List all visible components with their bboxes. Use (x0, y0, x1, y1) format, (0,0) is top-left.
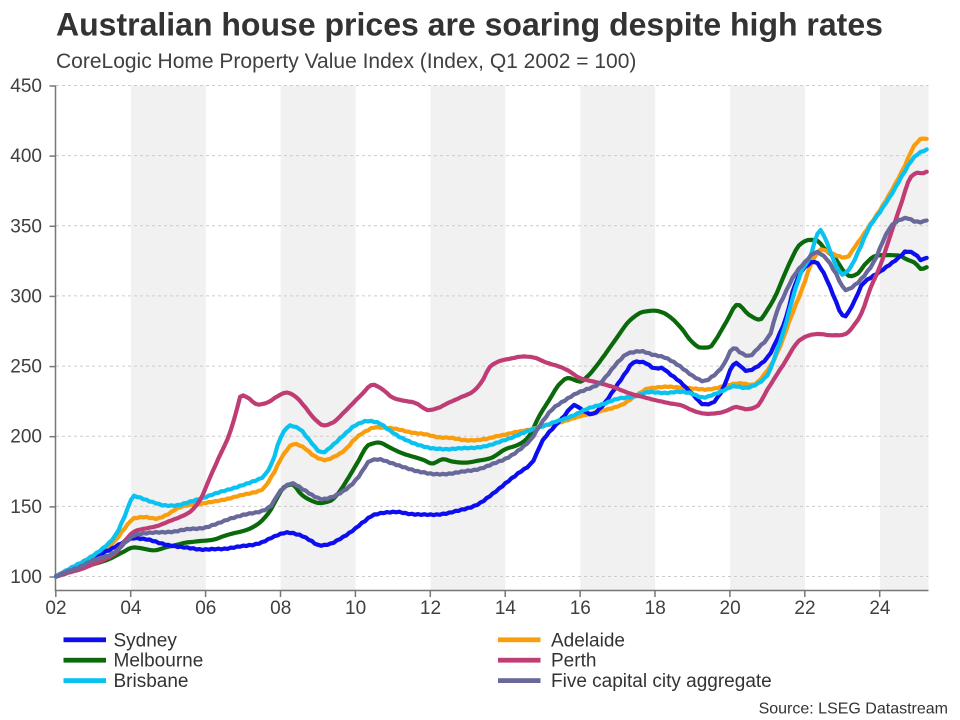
svg-text:16: 16 (570, 598, 591, 619)
svg-text:200: 200 (10, 427, 42, 448)
svg-text:350: 350 (10, 216, 42, 237)
svg-text:Sydney: Sydney (114, 630, 178, 651)
svg-text:24: 24 (869, 598, 891, 619)
svg-text:150: 150 (10, 497, 42, 518)
svg-text:Adelaide: Adelaide (551, 630, 625, 651)
svg-text:Five capital city aggregate: Five capital city aggregate (551, 671, 772, 692)
svg-text:02: 02 (45, 598, 66, 619)
svg-text:04: 04 (120, 598, 142, 619)
svg-text:400: 400 (10, 146, 42, 167)
svg-text:Australian house prices are so: Australian house prices are soaring desp… (56, 7, 883, 43)
svg-text:10: 10 (345, 598, 366, 619)
svg-text:300: 300 (10, 286, 42, 307)
svg-text:08: 08 (270, 598, 291, 619)
svg-text:Brisbane: Brisbane (114, 671, 189, 692)
svg-text:18: 18 (645, 598, 666, 619)
svg-text:22: 22 (794, 598, 815, 619)
svg-text:12: 12 (420, 598, 441, 619)
svg-text:20: 20 (720, 598, 741, 619)
svg-text:Melbourne: Melbourne (114, 651, 204, 672)
svg-text:100: 100 (10, 567, 42, 588)
svg-text:06: 06 (195, 598, 216, 619)
svg-text:14: 14 (495, 598, 517, 619)
svg-text:CoreLogic Home Property Value: CoreLogic Home Property Value Index (Ind… (56, 50, 636, 73)
svg-text:450: 450 (10, 76, 42, 97)
svg-text:Perth: Perth (551, 651, 596, 672)
svg-text:Source: LSEG Datastream: Source: LSEG Datastream (759, 701, 948, 718)
svg-text:250: 250 (10, 357, 42, 378)
